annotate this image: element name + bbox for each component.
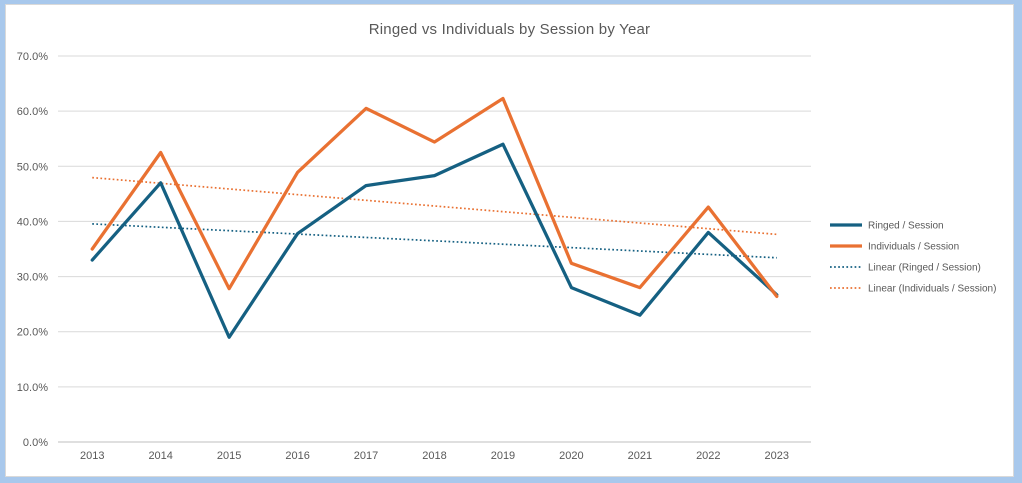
x-axis-tick-label: 2022: [696, 450, 720, 462]
y-axis-tick-label: 10.0%: [17, 382, 48, 394]
x-axis-tick-label: 2021: [628, 450, 652, 462]
y-axis-tick-label: 30.0%: [17, 272, 48, 284]
y-axis-tick-label: 70.0%: [17, 51, 48, 63]
x-axis-tick-label: 2017: [354, 450, 378, 462]
x-axis-tick-label: 2014: [148, 450, 172, 462]
legend-label-linear-ringed-session: Linear (Ringed / Session): [868, 263, 981, 274]
y-axis-tick-label: 20.0%: [17, 327, 48, 339]
x-axis-tick-label: 2015: [217, 450, 241, 462]
plot-svg: 0.0% 10.0% 20.0% 30.0% 40.0% 50.0% 60.0% 70.0% 2…: [17, 51, 997, 462]
y-axis-tick-label: 0.0%: [23, 437, 48, 449]
y-axis-tick-label: 60.0%: [17, 106, 48, 118]
series-line-ringed-session: [90, 142, 779, 339]
y-axis-tick-label: 40.0%: [17, 216, 48, 228]
legend-label-individuals-session: Individuals / Session: [868, 242, 959, 253]
trendline-linear-individuals-session: [92, 176, 777, 236]
x-axis-tick-label: 2018: [422, 450, 446, 462]
legend-label-ringed-session: Ringed / Session: [868, 221, 944, 232]
x-axis-tick-label: 2023: [765, 450, 789, 462]
x-axis-tick-label: 2019: [491, 450, 515, 462]
series-line-individuals-session: [90, 96, 779, 299]
x-axis-tick-label: 2016: [285, 450, 309, 462]
legend-label-linear-individuals-session: Linear (Individuals / Session): [868, 284, 996, 295]
chart-title: Ringed vs Individuals by Session by Year: [368, 21, 651, 38]
trendline-linear-ringed-session: [92, 223, 777, 259]
x-axis-tick-label: 2020: [559, 450, 583, 462]
x-axis-tick-label: 2013: [80, 450, 104, 462]
y-axis-tick-label: 50.0%: [17, 161, 48, 173]
chart-container: Ringed vs Individuals by Session by Year…: [5, 4, 1014, 477]
